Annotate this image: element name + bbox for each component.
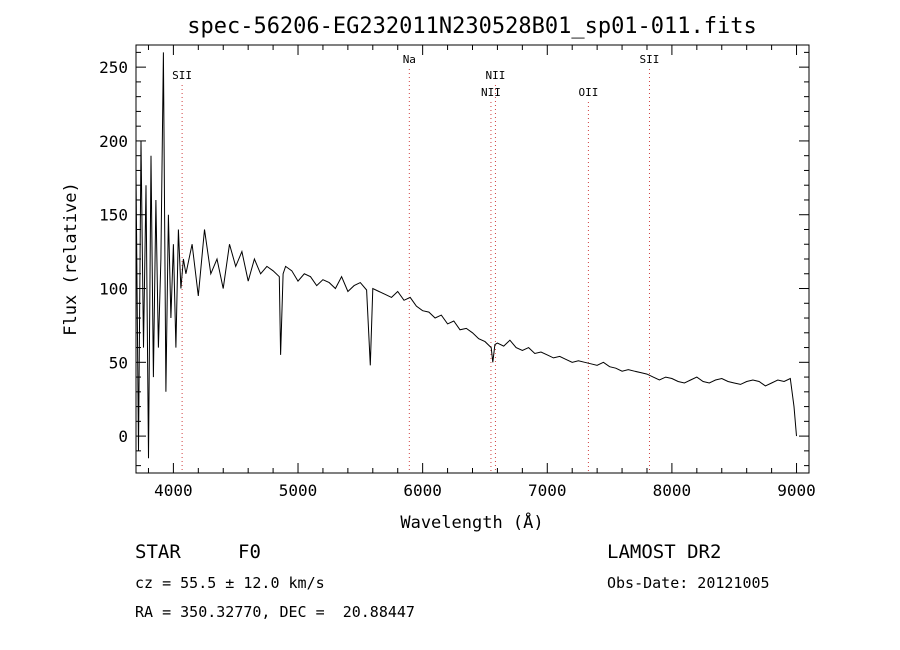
chart-title: spec-56206-EG232011N230528B01_sp01-011.f…: [187, 14, 757, 39]
y-tick-label: 100: [99, 280, 128, 299]
y-tick-label: 200: [99, 132, 128, 151]
obs-date: Obs-Date: 20121005: [607, 574, 770, 592]
survey-name: LAMOST DR2: [607, 541, 722, 563]
x-axis-label: Wavelength (Å): [400, 511, 543, 533]
spectrum-line: [135, 52, 797, 459]
line-label: SII: [640, 53, 660, 66]
x-tick-label: 7000: [528, 481, 567, 500]
spectral-subclass: F0: [238, 541, 261, 563]
plot-frame: [135, 44, 810, 474]
x-tick-label: 9000: [777, 481, 816, 500]
emission-line-markers: SII Na NII NII OII SII: [172, 53, 659, 473]
line-label: NII: [481, 86, 501, 99]
y-axis: 0 50 100 150 200 250: [99, 51, 809, 467]
coordinates: RA = 350.32770, DEC = 20.88447: [135, 603, 415, 621]
x-tick-label: 4000: [154, 481, 193, 500]
redshift-text: cz = 55.5 ± 12.0 km/s: [135, 574, 325, 592]
y-axis-label: Flux (relative): [61, 182, 81, 336]
x-tick-label: 6000: [403, 481, 442, 500]
line-label: SII: [172, 69, 192, 82]
y-tick-label: 250: [99, 58, 128, 77]
x-tick-label: 8000: [653, 481, 692, 500]
x-tick-label: 5000: [279, 481, 318, 500]
x-axis: 4000 5000 6000 7000 8000 9000: [147, 45, 816, 500]
line-label: Na: [403, 53, 416, 66]
line-label: OII: [578, 86, 598, 99]
line-label: NII: [485, 69, 505, 82]
y-tick-label: 50: [109, 353, 128, 372]
object-class: STAR: [135, 541, 181, 563]
y-tick-label: 150: [99, 206, 128, 225]
y-tick-label: 0: [118, 427, 128, 446]
